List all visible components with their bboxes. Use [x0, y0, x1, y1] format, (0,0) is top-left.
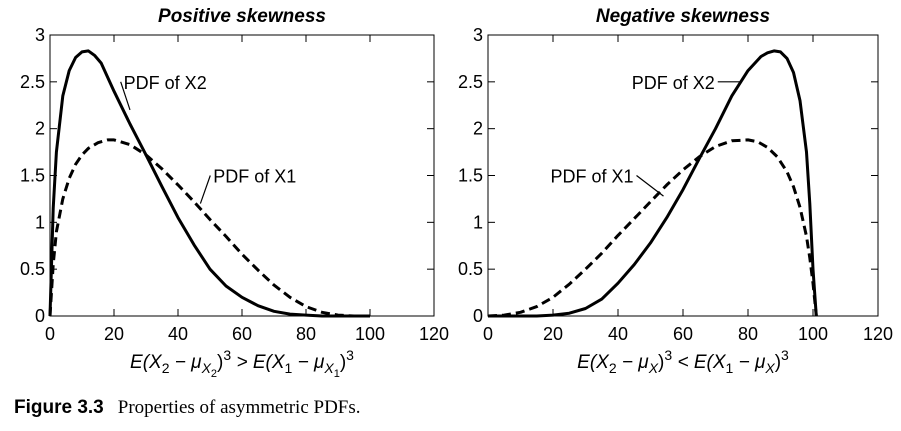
x-tick-label: 120 — [863, 324, 893, 344]
x-tick-label: 0 — [45, 324, 55, 344]
y-tick-label: 1.5 — [458, 166, 483, 186]
annotation-leader — [636, 175, 664, 197]
figure-caption: Figure 3.3 Properties of asymmetric PDFs. — [14, 397, 361, 419]
x-axis-label-part: 3 — [223, 347, 231, 363]
x-axis-label-part: < E(X — [672, 352, 727, 373]
x-tick-label: 0 — [483, 324, 493, 344]
x-axis-label-part: 2 — [162, 360, 170, 376]
x-tick-label: 80 — [738, 324, 758, 344]
x-axis-label-part: X — [764, 360, 775, 376]
annotation-leader — [120, 81, 131, 111]
y-tick-label: 0 — [35, 306, 45, 326]
x-axis-label-part: 3 — [664, 347, 672, 363]
y-tick-label: 2.5 — [458, 72, 483, 92]
x-axis-label-part: X — [323, 360, 334, 376]
y-tick-label: 1 — [35, 212, 45, 232]
chart-title: Positive skewness — [158, 6, 326, 27]
x-axis-label-part: ) — [340, 352, 346, 373]
series-line-pdf-of-x2 — [488, 49, 818, 318]
x-tick-label: 40 — [168, 324, 188, 344]
x-tick-label: 20 — [104, 324, 124, 344]
x-axis-label-part: − μ — [617, 352, 650, 373]
x-axis-label-part: E(X — [130, 352, 163, 373]
figure-caption-label: Figure 3.3 — [14, 397, 104, 418]
x-tick-label: 40 — [608, 324, 628, 344]
x-tick-label: 100 — [798, 324, 828, 344]
x-axis-label-part: − μ — [292, 352, 325, 373]
x-axis-label: E(X2 − μX2)3 > E(X1 − μX1)3 — [130, 347, 354, 380]
x-axis-label-part: 1 — [285, 360, 293, 376]
series-line-pdf-of-x1 — [487, 138, 818, 318]
x-axis-label-part: 2 — [609, 360, 617, 376]
annotation-label: PDF of X2 — [124, 73, 207, 93]
chart-title: Negative skewness — [596, 6, 770, 27]
x-tick-label: 120 — [419, 324, 449, 344]
annotation-label: PDF of X1 — [550, 167, 633, 187]
y-tick-label: 0 — [473, 306, 483, 326]
chart-panel-2: Negative skewness 0 20 40 60 80 100 120 0 0.5 1 1.5… — [458, 6, 893, 376]
y-tick-label: 0.5 — [20, 259, 45, 279]
x-axis-label-part: 1 — [726, 360, 734, 376]
y-tick-label: 0.5 — [458, 259, 483, 279]
series-line-pdf-of-x1 — [48, 138, 370, 318]
x-axis-label: E(X2 − μX)3 < E(X1 − μX)3 — [577, 347, 789, 376]
x-tick-label: 60 — [673, 324, 693, 344]
x-axis-label-part: − μ — [733, 352, 766, 373]
x-axis-label-part: E(X — [577, 352, 610, 373]
y-tick-label: 3 — [473, 25, 483, 45]
y-tick-label: 2 — [473, 119, 483, 139]
annotation-leader — [199, 175, 211, 204]
y-tick-label: 3 — [35, 25, 45, 45]
y-tick-label: 1 — [473, 212, 483, 232]
annotation-label: PDF of X2 — [632, 73, 715, 93]
x-axis-label-part: 2 — [211, 368, 217, 380]
y-tick-label: 1.5 — [20, 166, 45, 186]
x-tick-label: 20 — [543, 324, 563, 344]
x-axis-label-part: ) — [658, 352, 664, 373]
x-axis-label-part: X — [201, 360, 212, 376]
x-axis-label-part: X — [648, 360, 659, 376]
annotation-label: PDF of X1 — [213, 167, 296, 187]
y-tick-label: 2 — [35, 119, 45, 139]
x-axis-label-part: ) — [775, 352, 781, 373]
x-axis-label-part: 3 — [781, 347, 789, 363]
x-tick-label: 80 — [296, 324, 316, 344]
chart-panel-1: Positive skewness 0 20 40 60 80 100 120 0 0.5 1 1.5… — [20, 6, 449, 380]
x-axis-label-part: 3 — [346, 347, 354, 363]
x-axis-label-part: > E(X — [231, 352, 286, 373]
x-axis-label-part: − μ — [170, 352, 203, 373]
y-tick-label: 2.5 — [20, 72, 45, 92]
x-tick-label: 60 — [232, 324, 252, 344]
x-axis-label-part: 1 — [334, 368, 340, 380]
series-line-pdf-of-x2 — [48, 49, 370, 318]
figure-caption-text: Properties of asymmetric PDFs. — [117, 397, 361, 418]
x-tick-label: 100 — [355, 324, 385, 344]
x-axis-label-part: ) — [217, 352, 223, 373]
